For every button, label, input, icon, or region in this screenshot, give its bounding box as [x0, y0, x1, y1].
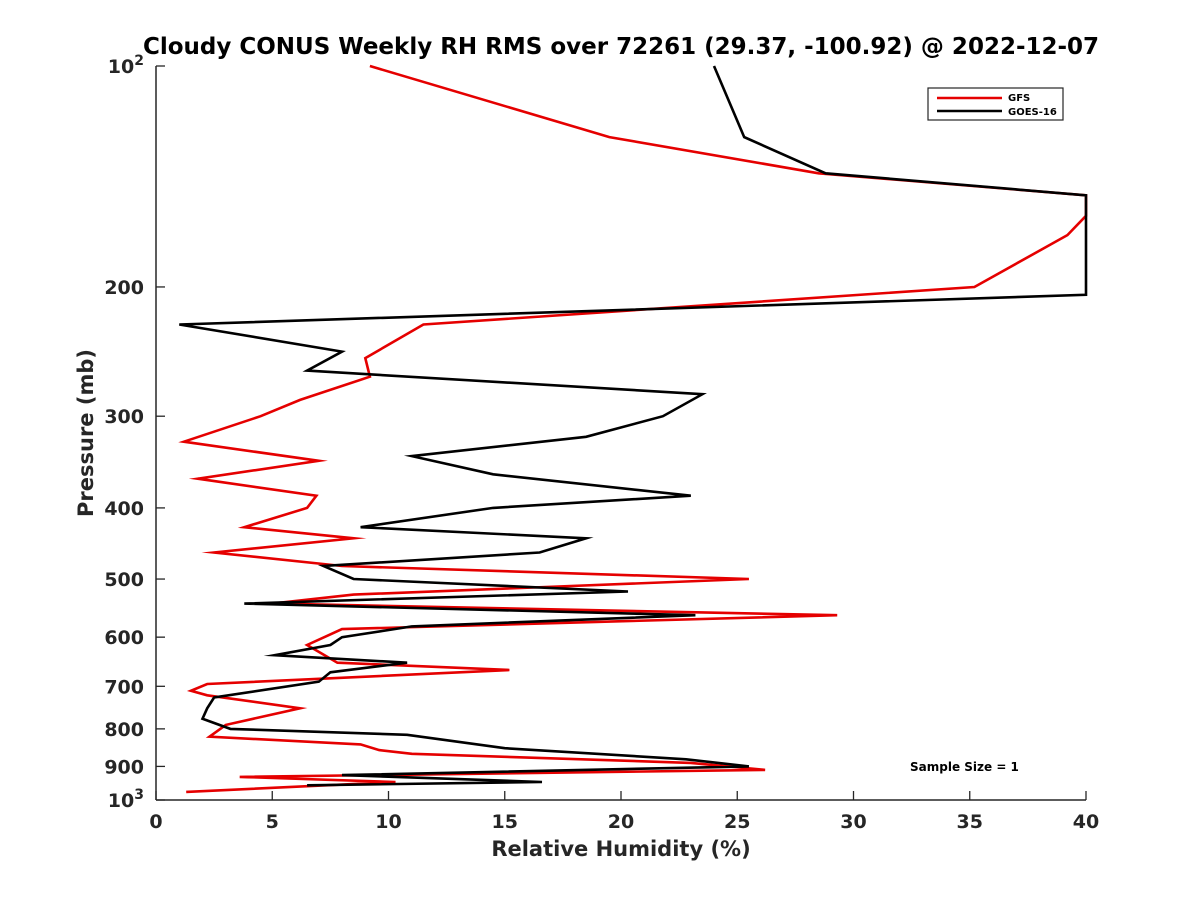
- y-tick-label: 102: [108, 53, 144, 78]
- chart-title: Cloudy CONUS Weekly RH RMS over 72261 (2…: [143, 34, 1099, 60]
- y-tick-label: 500: [104, 569, 144, 591]
- x-tick-label: 5: [266, 811, 279, 833]
- legend-label-gfs: GFS: [1008, 93, 1030, 104]
- x-tick-label: 35: [957, 811, 983, 833]
- x-tick-label: 25: [724, 811, 750, 833]
- x-axis-ticks: 0 5 10 15 20 25 30 35 40: [149, 791, 1099, 833]
- y-tick-label: 600: [104, 627, 144, 649]
- plot-area: [156, 66, 1086, 800]
- series-line-goes16: [179, 65, 1088, 787]
- y-axis-ticks: 102 200 300 400 500 600 700 800 900 103: [104, 53, 165, 812]
- legend-box: [927, 87, 1064, 121]
- x-tick-label: 20: [608, 811, 634, 833]
- x-tick-label: 30: [840, 811, 866, 833]
- series-line-gfs: [178, 64, 1088, 794]
- y-tick-label: 900: [104, 756, 144, 778]
- y-tick-label: 700: [104, 676, 144, 698]
- x-axis-label: Relative Humidity (%): [491, 837, 750, 861]
- y-tick-label: 300: [104, 406, 144, 428]
- y-tick-label: 103: [108, 787, 144, 812]
- x-tick-label: 10: [375, 811, 401, 833]
- x-tick-label: 0: [149, 811, 162, 833]
- x-tick-label: 15: [492, 811, 518, 833]
- legend-label-goes16: GOES-16: [1008, 107, 1057, 118]
- series-layer: [178, 64, 1088, 794]
- y-tick-label: 200: [104, 277, 144, 299]
- y-tick-label: 800: [104, 719, 144, 741]
- x-tick-label: 40: [1073, 811, 1099, 833]
- sample-size-annotation: Sample Size = 1: [910, 760, 1019, 774]
- legend: GFS GOES-16: [927, 87, 1064, 121]
- y-axis-label: Pressure (mb): [74, 349, 98, 517]
- y-tick-label: 400: [104, 498, 144, 520]
